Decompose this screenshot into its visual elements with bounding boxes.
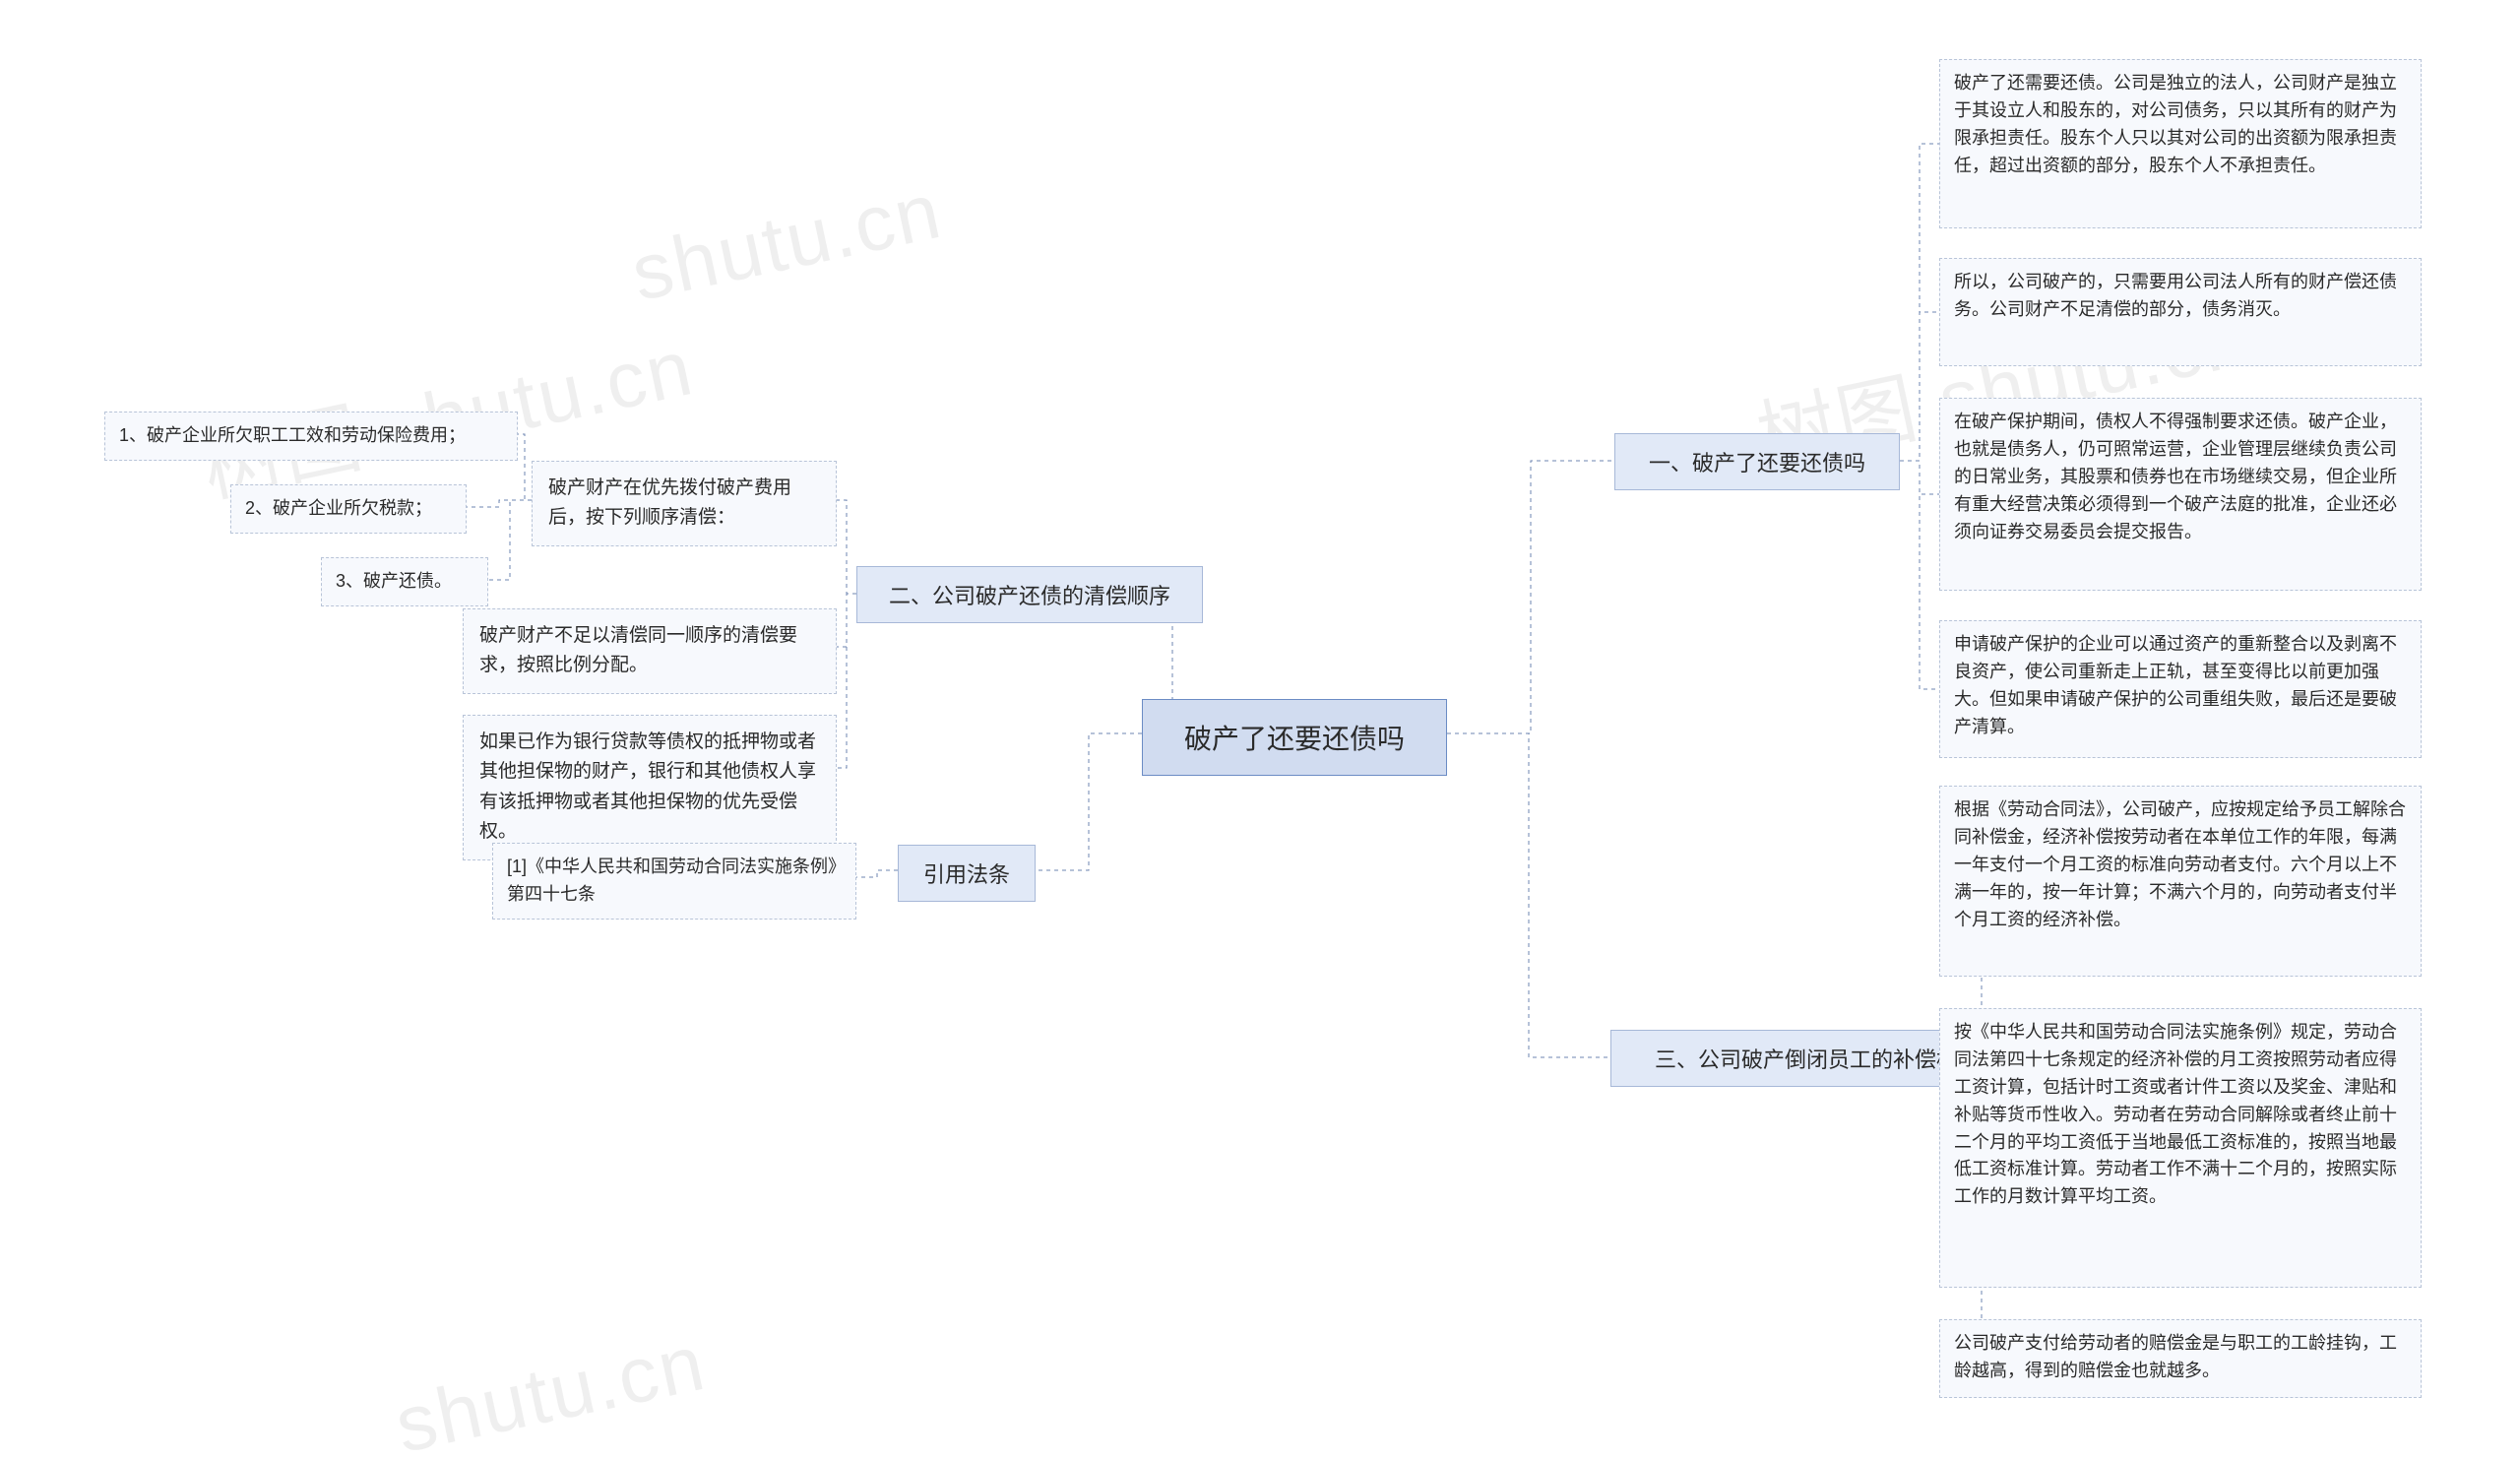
leaf-b2a-2: 2、破产企业所欠税款；	[230, 484, 467, 534]
branch-references: 引用法条	[898, 845, 1036, 902]
mindmap-root: 破产了还要还债吗	[1142, 699, 1447, 776]
leaf-b3-1: [1]《中华人民共和国劳动合同法实施条例》第四十七条	[492, 843, 856, 920]
leaf-b2a-3: 3、破产还债。	[321, 557, 488, 606]
leaf-b1-4: 申请破产保护的企业可以通过资产的重新整合以及剥离不良资产，使公司重新走上正轨，甚…	[1939, 620, 2422, 758]
watermark-4: shutu.cn	[388, 1317, 714, 1460]
branch-section-1: 一、破产了还要还债吗	[1614, 433, 1900, 490]
branch-section-2: 二、公司破产还债的清偿顺序	[856, 566, 1203, 623]
leaf-b1-3: 在破产保护期间，债权人不得强制要求还债。破产企业，也就是债务人，仍可照常运营，企…	[1939, 398, 2422, 591]
watermark-2: shutu.cn	[624, 165, 950, 319]
leaf-b4-3: 公司破产支付给劳动者的赔偿金是与职工的工龄挂钩，工龄越高，得到的赔偿金也就越多。	[1939, 1319, 2422, 1398]
sub-b2-1: 破产财产在优先拨付破产费用后，按下列顺序清偿：	[532, 461, 837, 546]
sub-b2-2: 破产财产不足以清偿同一顺序的清偿要求，按照比例分配。	[463, 608, 837, 694]
leaf-b1-2: 所以，公司破产的，只需要用公司法人所有的财产偿还债务。公司财产不足清偿的部分，债…	[1939, 258, 2422, 366]
leaf-b4-2: 按《中华人民共和国劳动合同法实施条例》规定，劳动合同法第四十七条规定的经济补偿的…	[1939, 1008, 2422, 1288]
leaf-b2a-1: 1、破产企业所欠职工工效和劳动保险费用；	[104, 412, 518, 461]
leaf-b1-1: 破产了还需要还债。公司是独立的法人，公司财产是独立于其设立人和股东的，对公司债务…	[1939, 59, 2422, 228]
leaf-b4-1: 根据《劳动合同法》，公司破产，应按规定给予员工解除合同补偿金，经济补偿按劳动者在…	[1939, 786, 2422, 977]
sub-b2-3: 如果已作为银行贷款等债权的抵押物或者其他担保物的财产，银行和其他债权人享有该抵押…	[463, 715, 837, 860]
